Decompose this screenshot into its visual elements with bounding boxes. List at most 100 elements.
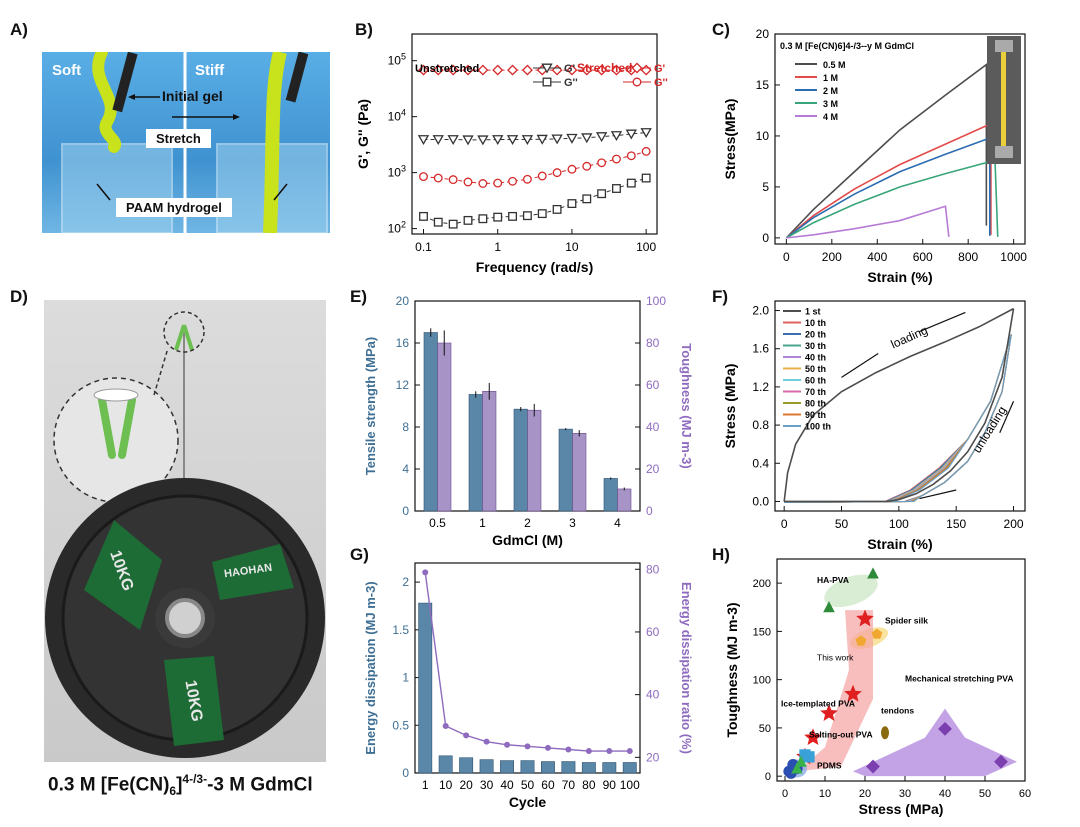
chart-b-point bbox=[595, 132, 608, 143]
panel-label-c: C) bbox=[712, 20, 730, 39]
chart-b-point bbox=[478, 214, 488, 224]
chart-g-ratio-point bbox=[626, 748, 633, 755]
chart-h-label: HA-PVA bbox=[817, 575, 849, 585]
chart-b-point bbox=[492, 135, 504, 146]
panel-label-b: B) bbox=[355, 20, 373, 39]
panel-label-a: A) bbox=[10, 20, 28, 39]
chart-b-point bbox=[610, 64, 622, 76]
chart-b-point bbox=[536, 134, 548, 145]
chart-c-ytick-label: 10 bbox=[756, 129, 770, 143]
chart-h-point bbox=[791, 762, 803, 774]
chart-g-ratio-point bbox=[422, 569, 429, 576]
chart-b-point bbox=[640, 128, 652, 139]
chart-e-ytick2-label: 20 bbox=[646, 462, 660, 476]
chart-h-point bbox=[881, 726, 889, 740]
chart-h-ytick-label: 200 bbox=[753, 578, 771, 590]
chart-g-ytick-label: 0 bbox=[402, 766, 409, 780]
chart-b-point bbox=[626, 178, 636, 188]
chart-b-point bbox=[597, 158, 607, 168]
chart-c-xtick-label: 400 bbox=[867, 250, 887, 264]
chart-g-xtick-label: 60 bbox=[541, 778, 555, 792]
soft-label: Soft bbox=[52, 62, 82, 79]
chart-e-bar-toughness bbox=[437, 342, 452, 512]
chart-e-ytick-label: 20 bbox=[396, 294, 410, 308]
chart-g-axes bbox=[414, 562, 641, 774]
chart-b-legend-label: G'' bbox=[654, 77, 668, 89]
chart-f-label-loading: loading bbox=[889, 323, 930, 352]
chart-e-ytick2-label: 80 bbox=[646, 336, 660, 350]
chart-h-point bbox=[855, 635, 867, 646]
chart-b-point bbox=[508, 176, 518, 186]
chart-f-xtick-label: 150 bbox=[946, 517, 966, 531]
chart-b-point bbox=[506, 135, 519, 146]
chart-f-legend-label: 20 th bbox=[805, 330, 826, 340]
chart-b-point bbox=[447, 135, 459, 146]
chart-g-bar bbox=[561, 761, 576, 774]
chart-e-xtick-label: 1 bbox=[479, 516, 486, 530]
chart-c-legend-label: 1 M bbox=[823, 73, 838, 83]
stiff-label: Stiff bbox=[195, 62, 225, 79]
chart-f-xtick-label: 50 bbox=[835, 517, 849, 531]
chart-b-point bbox=[433, 173, 443, 183]
chart-g-xlabel: Cycle bbox=[509, 794, 547, 810]
chart-b-point bbox=[612, 154, 621, 164]
chart-b-series-line-2 bbox=[423, 150, 647, 184]
chart-b-ylabel: G', G'' (Pa) bbox=[355, 99, 371, 169]
chart-e-bar-toughness bbox=[527, 409, 542, 512]
chart-e-ytick-label: 8 bbox=[402, 420, 409, 434]
chart-h-xtick-label: 20 bbox=[859, 788, 871, 800]
chart-h-label: This work bbox=[817, 652, 854, 662]
chart-g: 0 0.5 1 1.5 2 20 40 60 80 1 10 20 30 40 50 60 70 80 90 100 C… bbox=[363, 562, 694, 810]
chart-c-inset-clamp-bottom bbox=[995, 146, 1013, 158]
chart-e-bar-strength bbox=[513, 408, 528, 512]
chart-b-xtick-label: 100 bbox=[636, 240, 656, 254]
chart-c-xtick-label: 800 bbox=[958, 250, 978, 264]
chart-h-point bbox=[856, 609, 874, 627]
chart-h-label: Salting-out PVA bbox=[809, 730, 873, 740]
chart-e-xtick-label: 0.5 bbox=[429, 516, 446, 530]
chart-b-point bbox=[522, 174, 532, 184]
chart-c-ytick-label: 0 bbox=[762, 231, 769, 245]
chart-c-ytick-label: 15 bbox=[756, 78, 770, 92]
chart-f-legend-label: 60 th bbox=[805, 376, 826, 386]
chart-h-label: PDMS bbox=[817, 760, 842, 770]
chart-f-xtick-label: 100 bbox=[889, 517, 909, 531]
chart-b-legend-unstretched: Unstretched bbox=[415, 63, 479, 75]
chart-g-ratio-line bbox=[424, 572, 630, 752]
chart-b-point bbox=[433, 217, 443, 227]
chart-g-ytick2-label: 20 bbox=[646, 750, 660, 764]
chart-b-legend-marker bbox=[631, 62, 643, 74]
chart-h-ytick-label: 150 bbox=[753, 626, 771, 638]
chart-e-bar-strength bbox=[423, 332, 438, 512]
chart-e-bar-toughness bbox=[572, 433, 587, 512]
chart-h-point bbox=[866, 759, 880, 774]
chart-f-legend-label: 100 th bbox=[805, 422, 831, 432]
chart-b-point bbox=[432, 135, 444, 146]
chart-b-point bbox=[417, 135, 430, 146]
paam-label: PAAM hydrogel bbox=[116, 198, 232, 217]
chart-c-axes bbox=[774, 33, 1026, 245]
chart-e-ylabel: Tensile strength (MPa) bbox=[363, 337, 378, 475]
chart-h-point bbox=[844, 684, 862, 702]
chart-g-bar bbox=[418, 602, 433, 774]
chart-b-ytick-label: 105 bbox=[388, 52, 406, 68]
chart-b-xtick-label: 10 bbox=[565, 240, 579, 254]
chart-g-ratio-point bbox=[504, 741, 511, 748]
chart-h: 0 10 20 30 40 50 60 0 50 100 150 200 Stress (MPa) Tou… bbox=[724, 558, 1031, 817]
chart-h-label: tendons bbox=[881, 705, 914, 715]
chart-c-inset-sample bbox=[1001, 48, 1006, 154]
chart-b-point bbox=[477, 135, 489, 146]
chart-h-point bbox=[871, 628, 883, 639]
chart-b: 0.1 1 10 100 102 103 104 105 Frequency (rad/s) G'… bbox=[355, 33, 668, 275]
chart-b-point bbox=[537, 209, 547, 219]
chart-g-bar bbox=[479, 759, 494, 774]
chart-b-xtick-label: 0.1 bbox=[415, 240, 432, 254]
chart-f-cycle-1st-loading bbox=[783, 307, 1014, 502]
chart-h-ytick-label: 50 bbox=[759, 723, 771, 735]
chart-b-point bbox=[551, 64, 563, 76]
chart-c-xtick-label: 600 bbox=[913, 250, 933, 264]
chart-g-bar bbox=[581, 762, 596, 774]
chart-b-point bbox=[447, 64, 459, 76]
chart-g-ylabel: Energy dissipation (MJ m-3) bbox=[363, 581, 378, 754]
